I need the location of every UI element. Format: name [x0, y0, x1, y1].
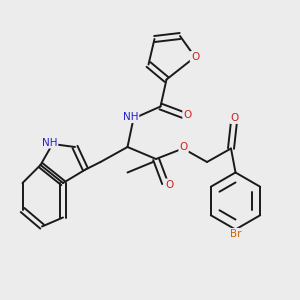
Text: NH: NH — [123, 112, 138, 122]
Text: O: O — [191, 52, 199, 62]
Text: Br: Br — [230, 229, 241, 239]
Text: NH: NH — [42, 137, 57, 148]
Text: O: O — [183, 110, 192, 121]
Text: O: O — [165, 179, 174, 190]
Text: O: O — [179, 142, 188, 152]
Text: O: O — [230, 113, 239, 123]
